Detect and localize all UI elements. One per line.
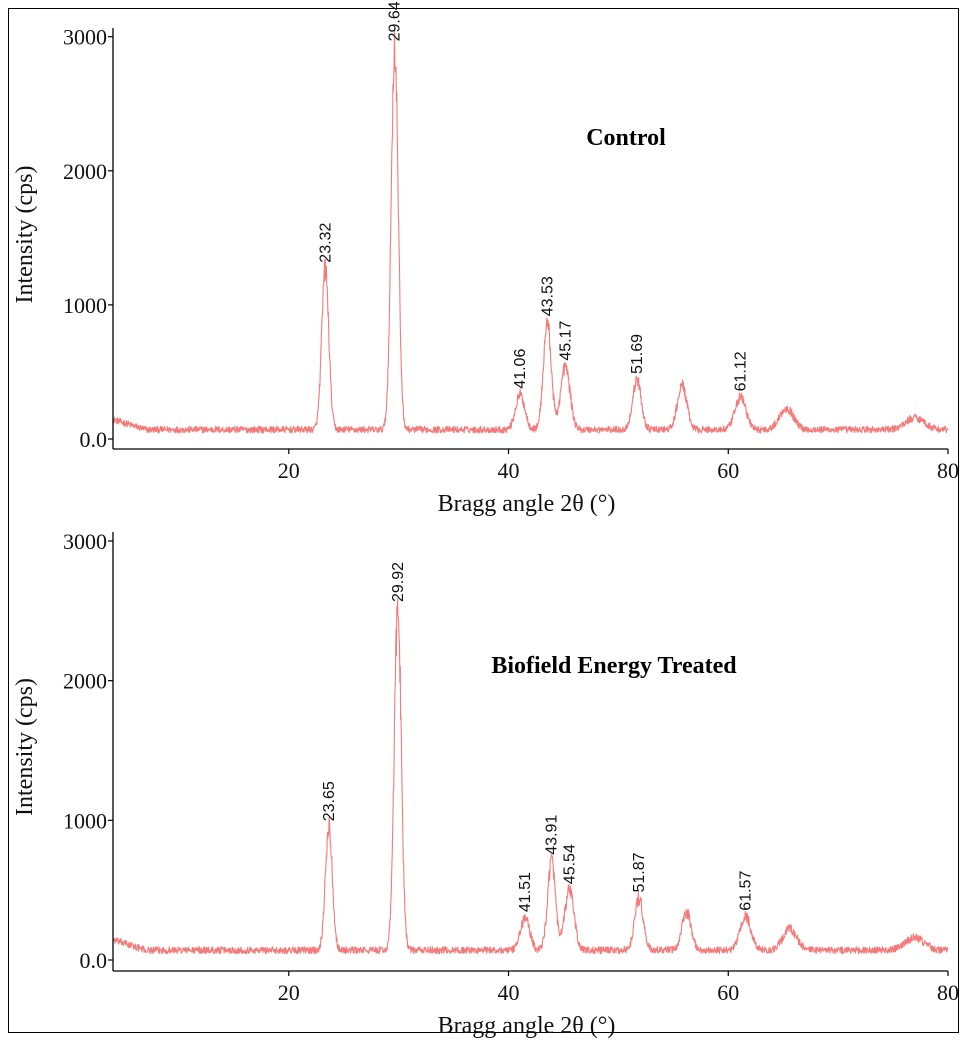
x-tick-label: 60: [717, 980, 739, 1005]
x-tick-label: 20: [278, 458, 300, 483]
panel-title: Biofield Energy Treated: [491, 653, 737, 679]
peak-label: 43.91: [544, 815, 561, 855]
peak-label: 41.51: [517, 872, 534, 912]
xrd-trace: [112, 27, 949, 434]
peak-label: 61.57: [738, 871, 755, 911]
peak-label: 23.32: [317, 223, 334, 263]
peak-label: 23.65: [321, 781, 338, 821]
y-tick-label: 0.0: [80, 948, 108, 973]
peak-label: 51.69: [629, 334, 646, 374]
x-tick-label: 40: [498, 458, 520, 483]
peak-label: 29.92: [390, 562, 407, 602]
peak-label: 51.87: [631, 852, 648, 892]
peak-label: 45.54: [561, 844, 578, 884]
peak-label: 45.17: [557, 320, 574, 360]
x-axis-title: Bragg angle 2θ (°): [438, 1013, 616, 1039]
y-tick-label: 3000: [63, 25, 107, 50]
x-tick-label: 60: [717, 458, 739, 483]
x-tick-label: 40: [498, 980, 520, 1005]
y-tick-label: 2000: [63, 669, 107, 694]
control-panel: 0.0 1000 2000 3000 20 40 60 80 Bragg angle 2θ (°…: [12, 1, 959, 517]
panel-title: Control: [586, 125, 666, 151]
treated-panel: 0.0 1000 2000 3000 20 40 60 80 Bragg angle 2θ (°…: [12, 529, 959, 1039]
x-tick-label: 20: [278, 980, 300, 1005]
peak-label: 43.53: [539, 276, 556, 316]
figure-frame: [8, 8, 959, 1033]
x-axis-title: Bragg angle 2θ (°): [438, 491, 616, 517]
y-tick-label: 1000: [63, 808, 107, 833]
peak-label: 61.12: [733, 351, 750, 391]
x-tick-label: 80: [937, 980, 959, 1005]
xrd-trace: [112, 598, 949, 955]
peak-label: 29.64: [387, 1, 404, 41]
y-tick-label: 0.0: [80, 427, 108, 452]
y-axis-title: Intensity (cps): [12, 678, 38, 816]
y-tick-label: 2000: [63, 159, 107, 184]
y-axis-title: Intensity (cps): [12, 166, 38, 304]
y-tick-label: 3000: [63, 529, 107, 554]
x-tick-label: 80: [937, 458, 959, 483]
peak-label: 41.06: [512, 349, 529, 389]
y-tick-label: 1000: [63, 293, 107, 318]
